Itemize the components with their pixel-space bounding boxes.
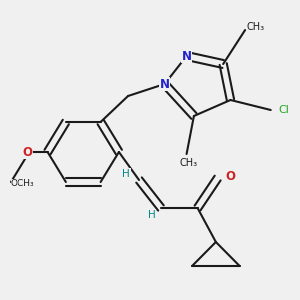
Text: CH₃: CH₃ (180, 158, 198, 168)
Text: N: N (182, 50, 192, 62)
Text: N: N (160, 77, 170, 91)
Text: OCH₃: OCH₃ (11, 179, 35, 188)
Text: H: H (122, 169, 130, 179)
Text: CH₃: CH₃ (247, 22, 265, 32)
Text: O: O (225, 170, 236, 183)
Text: H: H (148, 210, 155, 220)
Text: O: O (23, 146, 33, 158)
Text: Cl: Cl (278, 105, 289, 116)
